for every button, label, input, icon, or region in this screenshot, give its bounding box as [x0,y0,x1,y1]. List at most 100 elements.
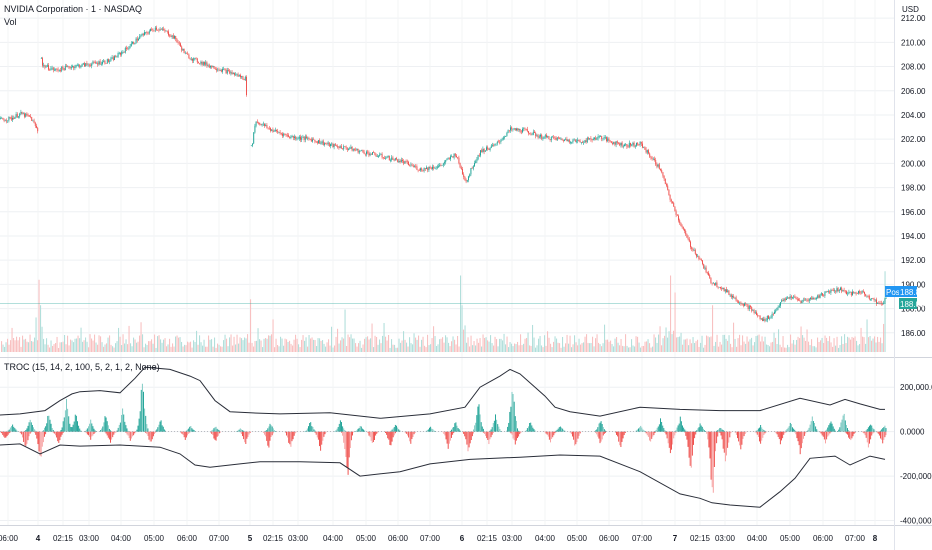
volume-bar [371,323,373,352]
troc-bar-negative [127,431,129,436]
volume-bar [193,340,195,352]
price-candle [256,121,258,123]
price-candle [705,267,707,273]
price-candle [397,159,399,163]
troc-bar-positive [641,427,643,432]
volume-bar [448,342,450,352]
price-candle [420,168,421,171]
volume-bar [317,338,319,352]
troc-bar-positive [762,429,764,432]
price-candle [300,136,301,140]
volume-bar [808,341,810,352]
volume-bar [421,339,423,352]
volume-bar [229,337,231,352]
volume-bar [431,338,433,352]
price-candle [412,165,414,167]
troc-bar-positive [80,430,82,432]
price-candle [601,135,603,140]
troc-bar-positive [49,419,51,432]
troc-bar-positive [529,423,531,432]
troc-bar-positive [534,430,536,432]
troc-bar-negative [269,431,271,441]
price-candle [579,140,581,143]
troc-bar-positive [867,427,869,432]
troc-bar-positive [121,414,122,432]
volume-bar [644,341,646,352]
price-candle [80,66,82,68]
volume-bar [407,346,409,352]
volume-bar [385,336,387,352]
troc-bar-negative [287,431,289,438]
troc-bar-negative [410,431,412,444]
troc-bar-positive [490,429,492,432]
troc-bar-negative [519,431,521,435]
volume-bar [110,344,112,352]
price-candle [484,150,486,152]
price-candle [166,30,168,32]
price-candle [33,120,35,123]
troc-bar-positive [360,426,362,432]
price-candle [92,61,94,64]
price-candle [662,172,664,176]
volume-bar [206,346,208,352]
volume-legend[interactable]: Vol [4,17,17,27]
troc-bar-negative [266,431,268,441]
volume-bar [637,336,639,352]
volume-bar [82,341,84,352]
price-candle [97,63,99,65]
troc-bar-positive [71,427,73,432]
volume-bar [11,327,13,352]
price-axis[interactable]: 186.00188.00190.00192.00194.00196.00198.… [901,14,926,338]
troc-bar-negative [42,431,44,443]
troc-bar-negative [125,431,127,433]
volume-bar [191,347,193,352]
troc-bar-positive [533,429,535,432]
troc-bar-negative [248,431,250,435]
volume-bar [331,326,333,352]
time-tick-label: 04:00 [747,534,768,543]
volume-bar [680,332,682,352]
troc-bar-negative [783,431,785,435]
troc-bar-positive [187,429,188,432]
troc-bar-negative [184,431,186,440]
price-candle [556,137,558,140]
troc-bar-positive [561,427,562,432]
volume-bar [835,345,837,352]
volume-bar [517,341,519,352]
price-candle [436,166,438,168]
volume-bar [49,347,51,352]
troc-bar-negative [62,431,64,433]
price-candle [775,310,777,312]
price-candle [549,139,551,140]
volume-bar [200,342,202,352]
price-candle [600,135,601,137]
troc-bar-negative [220,431,221,433]
price-candle [378,156,379,157]
volume-bar [172,343,174,352]
price-candle [807,300,809,301]
troc-bar-negative [730,431,732,434]
price-candle [550,136,552,140]
time-axis[interactable]: 06:00 4 02:15 03:00 04:00 05:00 06:00 07:00 5 02:… [0,534,878,543]
troc-bar-negative [126,431,128,435]
price-candle [292,135,294,138]
price-candle [58,70,60,71]
troc-bar-positive [426,430,428,432]
troc-bar-positive [759,427,760,432]
troc-bar-positive [361,428,363,432]
volume-bar [29,334,31,352]
troc-bar-positive [337,426,339,432]
indicator-title[interactable]: TROC (15, 14, 2, 100, 5, 2, 1, 2, None) [4,362,160,372]
price-candle [772,313,774,315]
price-candle [650,156,652,158]
price-candle [813,297,815,300]
troc-bar-negative [548,431,550,440]
symbol-title[interactable]: NVIDIA Corporation · 1 · NASDAQ [4,4,142,14]
price-candle [625,144,627,145]
troc-axis[interactable]: 200,000.000.0000-200,000.00-400,000.00 [900,383,932,525]
price-candle [253,132,255,144]
price-candle [735,297,737,301]
price-candle [94,62,96,64]
time-tick-label: 7 [673,534,678,543]
